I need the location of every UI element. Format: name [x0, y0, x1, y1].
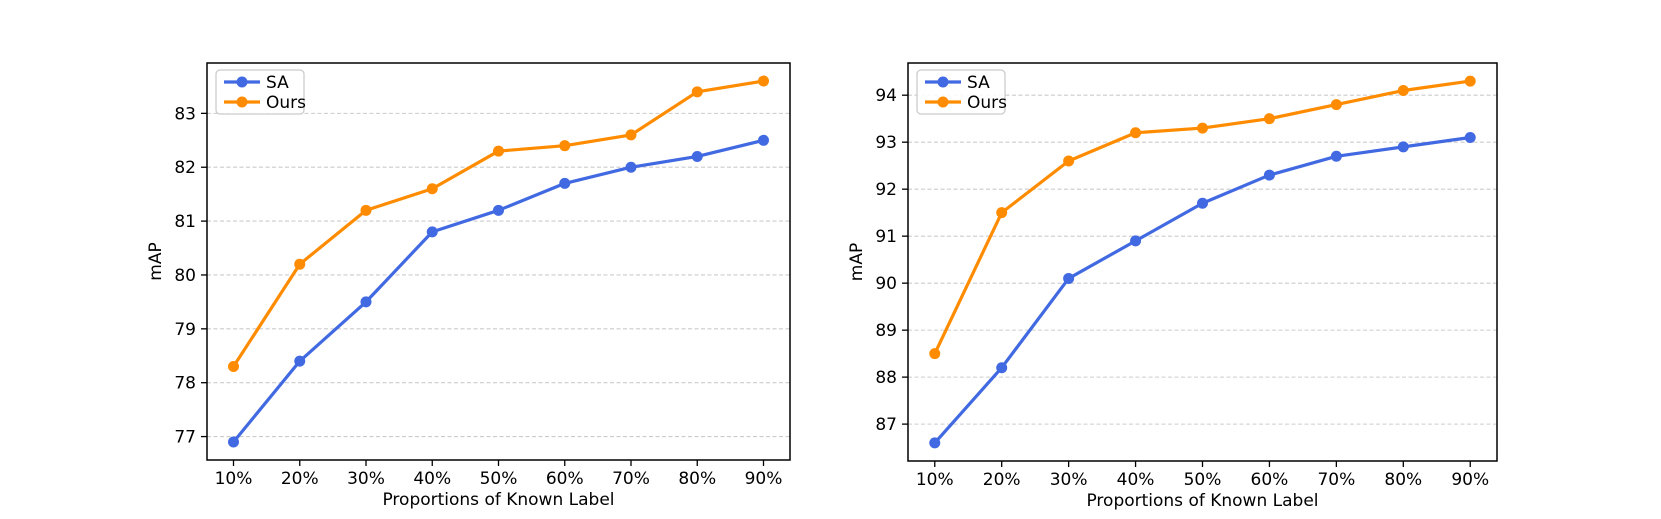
x-tick-label: 20% [281, 469, 319, 489]
y-tick-label: 92 [875, 180, 897, 200]
data-point-ours [1263, 113, 1275, 125]
data-point-sa [1397, 141, 1409, 153]
legend-label: Ours [266, 93, 306, 113]
y-tick-label: 77 [174, 428, 196, 448]
x-tick-label: 70% [1317, 470, 1355, 490]
y-tick-label: 81 [174, 212, 196, 232]
x-axis-label: Proportions of Known Label [1086, 491, 1318, 511]
data-point-sa [691, 150, 703, 162]
data-point-sa [559, 177, 571, 189]
data-point-ours [228, 361, 239, 373]
series-line-sa [933, 135, 1472, 445]
data-point-sa [228, 436, 239, 448]
data-point-ours [1063, 155, 1075, 167]
x-tick-label: 40% [413, 469, 451, 489]
x-axis-label: Proportions of Known Label [382, 490, 614, 510]
x-tick-label: 80% [1384, 470, 1422, 490]
data-point-ours [1397, 84, 1409, 96]
x-tick-label: 20% [983, 470, 1021, 490]
legend-marker [937, 96, 949, 108]
x-tick-label: 90% [1451, 470, 1489, 490]
legend-label: SA [967, 73, 990, 93]
y-tick-label: 90 [875, 274, 897, 294]
data-point-sa [1063, 272, 1075, 284]
right-chart: 10% 20% 30% 40% 50% 60% 70% 80% 90% 87 88 89 90 91 92 9… [847, 62, 1498, 511]
series-line-sa [231, 138, 766, 444]
data-point-ours [294, 258, 306, 270]
x-tick-label: 10% [916, 470, 954, 490]
left-chart: 10% 20% 30% 40% 50% 60% 70% 80% 90% 77 78 79 80 81 82 8… [146, 62, 791, 510]
y-tick-label: 83 [174, 104, 196, 124]
x-tick-label: 30% [1050, 470, 1088, 490]
data-point-sa [493, 204, 504, 216]
data-point-sa [294, 355, 306, 367]
data-point-ours [1330, 99, 1342, 111]
data-point-ours [1464, 75, 1476, 87]
x-tick-label: 40% [1117, 470, 1155, 490]
data-point-sa [758, 134, 769, 146]
legend-marker [236, 76, 248, 88]
data-point-ours [426, 183, 438, 195]
y-tick-label: 88 [875, 368, 897, 388]
data-point-ours [625, 129, 637, 141]
data-point-ours [929, 348, 941, 360]
x-tick-label: 50% [1184, 470, 1222, 490]
legend-label: SA [266, 73, 289, 93]
plot-border [206, 62, 791, 461]
data-point-ours [1130, 127, 1142, 139]
x-tick-label: 90% [745, 469, 783, 489]
data-point-ours [559, 140, 571, 152]
x-tick-label: 10% [215, 469, 253, 489]
x-tick-label: 50% [480, 469, 518, 489]
y-tick-label: 87 [875, 415, 897, 435]
y-axis-label: mAP [146, 242, 166, 280]
y-tick-label: 89 [875, 321, 897, 341]
y-tick-label: 94 [875, 86, 897, 106]
data-point-ours [996, 207, 1008, 219]
x-tick-label: 80% [678, 469, 716, 489]
data-point-sa [625, 161, 637, 173]
data-point-sa [1263, 169, 1275, 181]
y-tick-label: 78 [174, 374, 196, 394]
data-point-ours [1197, 122, 1208, 134]
data-point-sa [426, 226, 438, 238]
series-line-ours [933, 79, 1472, 356]
y-tick-label: 82 [174, 158, 196, 178]
data-point-ours [758, 75, 769, 87]
y-axis-label: mAP [847, 243, 867, 281]
data-point-sa [1130, 235, 1142, 247]
data-point-sa [1197, 197, 1208, 209]
x-tick-label: 60% [1251, 470, 1289, 490]
y-tick-label: 79 [174, 320, 196, 340]
legend-label: Ours [967, 93, 1007, 113]
x-tick-label: 60% [546, 469, 584, 489]
data-point-sa [360, 296, 372, 308]
x-tick-label: 70% [612, 469, 650, 489]
data-point-ours [360, 204, 372, 216]
data-point-sa [929, 437, 941, 449]
data-point-sa [996, 362, 1008, 374]
data-point-sa [1464, 131, 1476, 143]
legend-marker [937, 76, 949, 88]
y-tick-label: 93 [875, 133, 897, 153]
data-point-ours [493, 145, 504, 157]
legend-marker [236, 96, 248, 108]
y-tick-label: 91 [875, 227, 897, 247]
y-tick-label: 80 [174, 266, 196, 286]
data-point-ours [691, 86, 703, 98]
x-tick-label: 30% [347, 469, 385, 489]
series-line-ours [231, 79, 766, 369]
data-point-sa [1330, 150, 1342, 162]
